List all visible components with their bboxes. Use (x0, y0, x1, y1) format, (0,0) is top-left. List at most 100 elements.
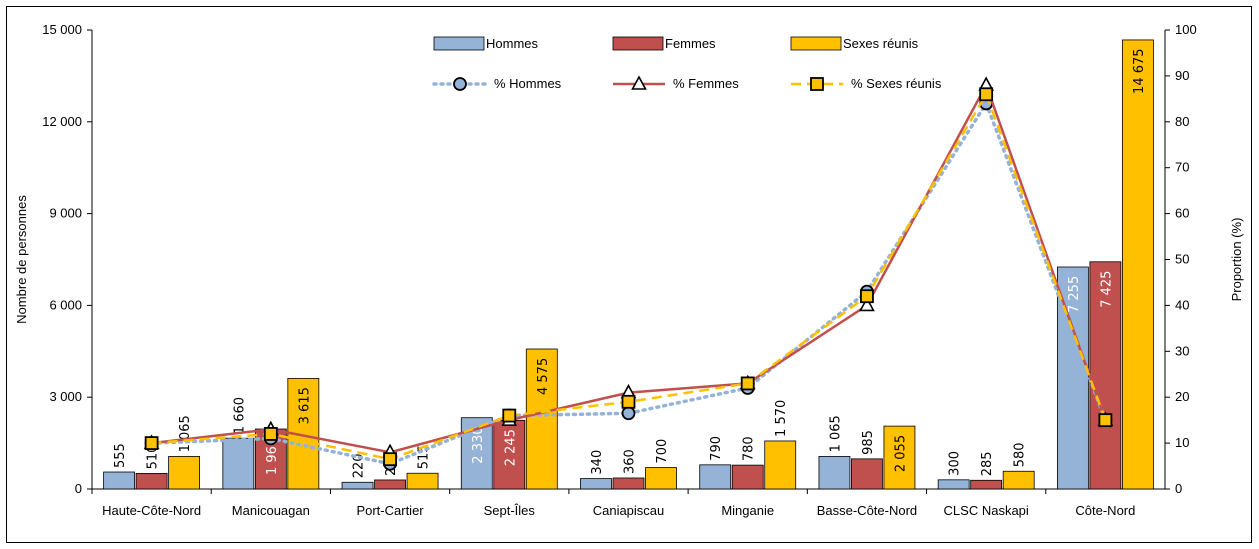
data-label: 1 960 (265, 438, 280, 475)
line-marker (1098, 413, 1113, 428)
data-label: 4 575 (536, 358, 551, 395)
x-tick-label: Port-Cartier (356, 503, 424, 518)
data-label: 300 (948, 451, 963, 476)
y-tick-label: 0 (75, 481, 82, 496)
bar-femmes (493, 419, 526, 490)
data-label: 14 675 (1132, 48, 1147, 94)
legend-marker (453, 77, 467, 91)
line-marker (860, 289, 874, 304)
legend-swatch (433, 36, 485, 51)
y-tick-label: 15 000 (42, 22, 82, 37)
line-marker (621, 394, 636, 409)
x-tick-label: Minganie (721, 503, 774, 518)
bar-sexes-réunis (525, 348, 558, 490)
data-label: 1 660 (232, 397, 247, 434)
data-label: 700 (655, 439, 670, 464)
y2-tick-label: 30 (1175, 343, 1189, 358)
bar-sexes-réunis (1002, 470, 1035, 490)
data-label: 780 (742, 436, 757, 461)
data-label: 985 (861, 430, 876, 455)
data-label: 340 (590, 450, 605, 475)
y-tick-label: 12 000 (42, 114, 82, 129)
y2-tick-label: 90 (1175, 68, 1189, 83)
data-label: 360 (623, 449, 638, 474)
y2-axis-title: Proportion (%) (1229, 218, 1244, 302)
legend-swatch (790, 36, 842, 51)
x-tick-label: Manicouagan (232, 503, 310, 518)
bar-hommes (580, 478, 612, 490)
bar-hommes (341, 481, 374, 490)
y2-tick-label: 50 (1175, 252, 1189, 267)
data-label: 2 330 (471, 426, 486, 463)
y2-tick-label: 70 (1175, 160, 1189, 175)
x-tick-label: Caniapiscau (593, 503, 665, 518)
line-marker (621, 406, 636, 421)
x-tick-label: Côte-Nord (1075, 503, 1135, 518)
x-tick-label: Haute-Côte-Nord (102, 503, 201, 518)
y2-tick-label: 60 (1175, 206, 1189, 221)
bar-hommes (937, 479, 970, 490)
bar-hommes (699, 464, 732, 490)
data-label: 2 055 (893, 435, 908, 472)
line-marker (144, 436, 159, 451)
line-marker (502, 408, 517, 423)
legend-swatch (612, 36, 664, 51)
legend-label: Femmes (665, 36, 716, 51)
x-tick-label: Basse-Côte-Nord (817, 503, 917, 518)
y-tick-label: 6 000 (49, 297, 82, 312)
legend-label: % Sexes réunis (851, 76, 942, 91)
line-marker (263, 427, 278, 441)
data-label: 555 (113, 443, 128, 468)
y-axis-title: Nombre de personnes (14, 195, 29, 324)
bar-femmes (135, 472, 168, 490)
bar-sexes-réunis (1121, 39, 1154, 490)
bar-sexes-réunis (764, 440, 797, 490)
data-label: 3 615 (297, 387, 312, 424)
bar-femmes (374, 479, 406, 490)
x-tick-label: Sept-Îles (484, 503, 536, 518)
y2-tick-label: 100 (1175, 22, 1197, 37)
line-marker (740, 376, 755, 391)
data-label: 285 (980, 451, 995, 476)
data-label: 510 (146, 445, 161, 470)
y2-tick-label: 20 (1175, 389, 1189, 404)
y-tick-label: 3 000 (49, 389, 82, 404)
legend-label: % Femmes (673, 76, 739, 91)
legend: Hommes Femmes Sexes réunis % Hommes % Femmes… (432, 36, 942, 91)
chart-frame (6, 6, 1252, 543)
y2-tick-label: 40 (1175, 297, 1189, 312)
bar-sexes-réunis (168, 456, 201, 490)
y2-tick-label: 10 (1175, 435, 1189, 450)
bar-hommes (222, 437, 255, 490)
line-marker (979, 87, 994, 102)
data-label: 220 (352, 453, 367, 478)
data-label: 1 065 (178, 415, 193, 452)
line-marker (383, 452, 397, 467)
bar-sexes-réunis (645, 467, 677, 490)
legend-label: Sexes réunis (843, 36, 919, 51)
bar-sexes-réunis (406, 472, 439, 490)
bar-hommes (103, 471, 136, 490)
data-label: 7 255 (1067, 276, 1082, 313)
legend-marker (631, 75, 647, 90)
x-tick-label: CLSC Naskapi (944, 503, 1029, 518)
bar-femmes (851, 458, 883, 490)
line-marker (859, 296, 875, 312)
y-tick-label: 9 000 (49, 206, 82, 221)
bar-femmes (970, 479, 1003, 490)
data-label: 1 570 (774, 400, 789, 437)
y2-tick-label: 0 (1175, 481, 1182, 496)
data-label: 2 245 (503, 429, 518, 466)
plot-area: 0 3 000 6 000 9 000 12 000 15 000 0 10 20 30 40 50 6… (42, 22, 1196, 518)
legend-label: % Hommes (494, 76, 562, 91)
bar-femmes (612, 477, 645, 490)
legend-marker (810, 77, 824, 91)
bar-femmes (1089, 261, 1122, 490)
bar-femmes (731, 464, 764, 490)
bar-sexes-réunis (883, 425, 916, 490)
data-label: 7 425 (1099, 271, 1114, 308)
data-label: 580 (1013, 442, 1028, 467)
legend-label: Hommes (486, 36, 539, 51)
y2-tick-label: 80 (1175, 114, 1189, 129)
